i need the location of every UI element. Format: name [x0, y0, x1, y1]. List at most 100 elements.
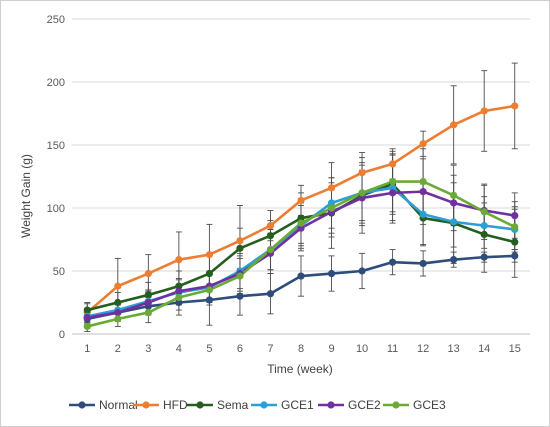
x-tick-label: 6 — [237, 343, 243, 355]
data-point-hfd — [419, 140, 427, 148]
data-point-gce3 — [358, 189, 366, 197]
data-point-gce3 — [83, 322, 91, 331]
data-point-gce2 — [83, 314, 91, 322]
x-tick-label: 10 — [356, 343, 368, 355]
y-axis-title: Weight Gain (g) — [19, 154, 33, 238]
legend-swatch-marker — [196, 401, 204, 409]
legend-item-gce1: GCE1 — [251, 398, 314, 412]
series-points — [83, 102, 519, 331]
y-tick-label: 100 — [47, 203, 65, 215]
y-tick-label: 250 — [47, 14, 65, 26]
data-point-hfd — [236, 237, 244, 245]
data-point-gce3 — [175, 293, 183, 302]
y-tick-label: 0 — [59, 329, 65, 341]
data-point-hfd — [450, 121, 458, 129]
x-tick-label: 15 — [509, 343, 521, 355]
data-point-hfd — [114, 282, 122, 290]
data-point-sema — [480, 230, 488, 239]
data-point-normal — [236, 292, 244, 300]
data-point-gce3 — [236, 272, 244, 280]
x-tick-label: 7 — [267, 343, 273, 355]
legend-swatch-marker — [142, 401, 150, 409]
y-tick-labels: 0 50 100 150 200 250 — [47, 14, 65, 341]
data-point-normal — [358, 267, 366, 275]
x-tick-label: 9 — [328, 343, 334, 355]
legend-item-gce2: GCE2 — [318, 398, 381, 412]
data-point-gce1 — [327, 199, 336, 207]
x-tick-label: 2 — [115, 343, 121, 355]
data-point-normal — [327, 269, 336, 278]
data-point-sema — [205, 269, 213, 278]
data-point-normal — [205, 296, 213, 304]
x-tick-label: 4 — [176, 343, 182, 355]
data-point-gce3 — [480, 208, 488, 216]
data-point-normal — [297, 272, 305, 280]
data-point-gce3 — [450, 191, 458, 199]
legend-label: GCE3 — [413, 398, 446, 412]
data-point-gce2 — [419, 188, 427, 196]
data-point-normal — [389, 258, 397, 266]
data-point-normal — [450, 256, 458, 264]
data-point-sema — [511, 238, 519, 246]
data-point-hfd — [327, 184, 336, 192]
data-point-gce1 — [419, 210, 427, 218]
y-tick-label: 150 — [47, 140, 65, 152]
data-point-gce1 — [450, 218, 458, 226]
x-tick-label: 5 — [206, 343, 212, 355]
data-point-hfd — [511, 102, 519, 110]
x-tick-label: 13 — [448, 343, 460, 355]
data-point-hfd — [389, 160, 397, 168]
data-point-gce3 — [327, 204, 336, 212]
data-point-normal — [480, 253, 488, 261]
data-point-hfd — [358, 169, 366, 177]
data-point-sema — [114, 298, 122, 307]
legend-swatch-marker — [78, 401, 86, 409]
data-point-gce3 — [419, 177, 427, 186]
data-point-gce2 — [144, 298, 152, 307]
data-point-gce2 — [114, 308, 122, 317]
data-point-normal — [419, 259, 427, 268]
data-point-normal — [175, 298, 183, 307]
data-point-normal — [511, 252, 519, 260]
legend-swatch-marker — [327, 401, 335, 409]
legend-label: Sema — [217, 398, 249, 412]
y-tick-label: 50 — [53, 266, 65, 278]
legend-swatch-marker — [260, 401, 268, 409]
data-point-gce2 — [389, 189, 397, 197]
legend-item-normal: Normal — [69, 398, 138, 412]
data-point-gce3 — [144, 308, 152, 317]
legend: Normal HFD Sema GCE1 GCE2 GCE3 — [69, 398, 446, 412]
legend-label: GCE2 — [348, 398, 381, 412]
data-point-hfd — [266, 222, 275, 230]
legend-label: GCE1 — [281, 398, 314, 412]
data-point-gce2 — [358, 194, 366, 202]
data-point-gce3 — [114, 315, 122, 323]
data-point-gce2 — [511, 211, 519, 220]
legend-label: HFD — [163, 398, 188, 412]
data-point-gce2 — [175, 287, 183, 295]
legend-label: Normal — [99, 398, 138, 412]
legend-item-gce3: GCE3 — [383, 398, 446, 412]
data-point-hfd — [205, 251, 213, 259]
legend-item-sema: Sema — [187, 398, 249, 412]
data-point-normal — [266, 290, 275, 298]
legend-item-hfd: HFD — [133, 398, 188, 412]
data-point-sema — [175, 282, 183, 290]
data-point-hfd — [480, 107, 488, 115]
x-tick-label: 8 — [298, 343, 304, 355]
x-tick-label: 3 — [145, 343, 151, 355]
x-tick-labels: 1 2 3 4 5 6 7 8 9 10 11 12 13 14 15 — [84, 343, 521, 355]
data-point-sema — [83, 306, 91, 314]
data-point-sema — [297, 214, 305, 222]
data-point-hfd — [144, 269, 152, 278]
y-tick-label: 200 — [47, 77, 65, 89]
x-axis-title: Time (week) — [267, 362, 333, 376]
x-tick-label: 11 — [387, 343, 398, 355]
data-point-sema — [236, 244, 244, 252]
legend-swatch-marker — [392, 401, 400, 409]
data-point-gce2 — [297, 224, 305, 232]
data-point-gce1 — [389, 184, 397, 192]
x-tick-label: 14 — [478, 343, 490, 355]
